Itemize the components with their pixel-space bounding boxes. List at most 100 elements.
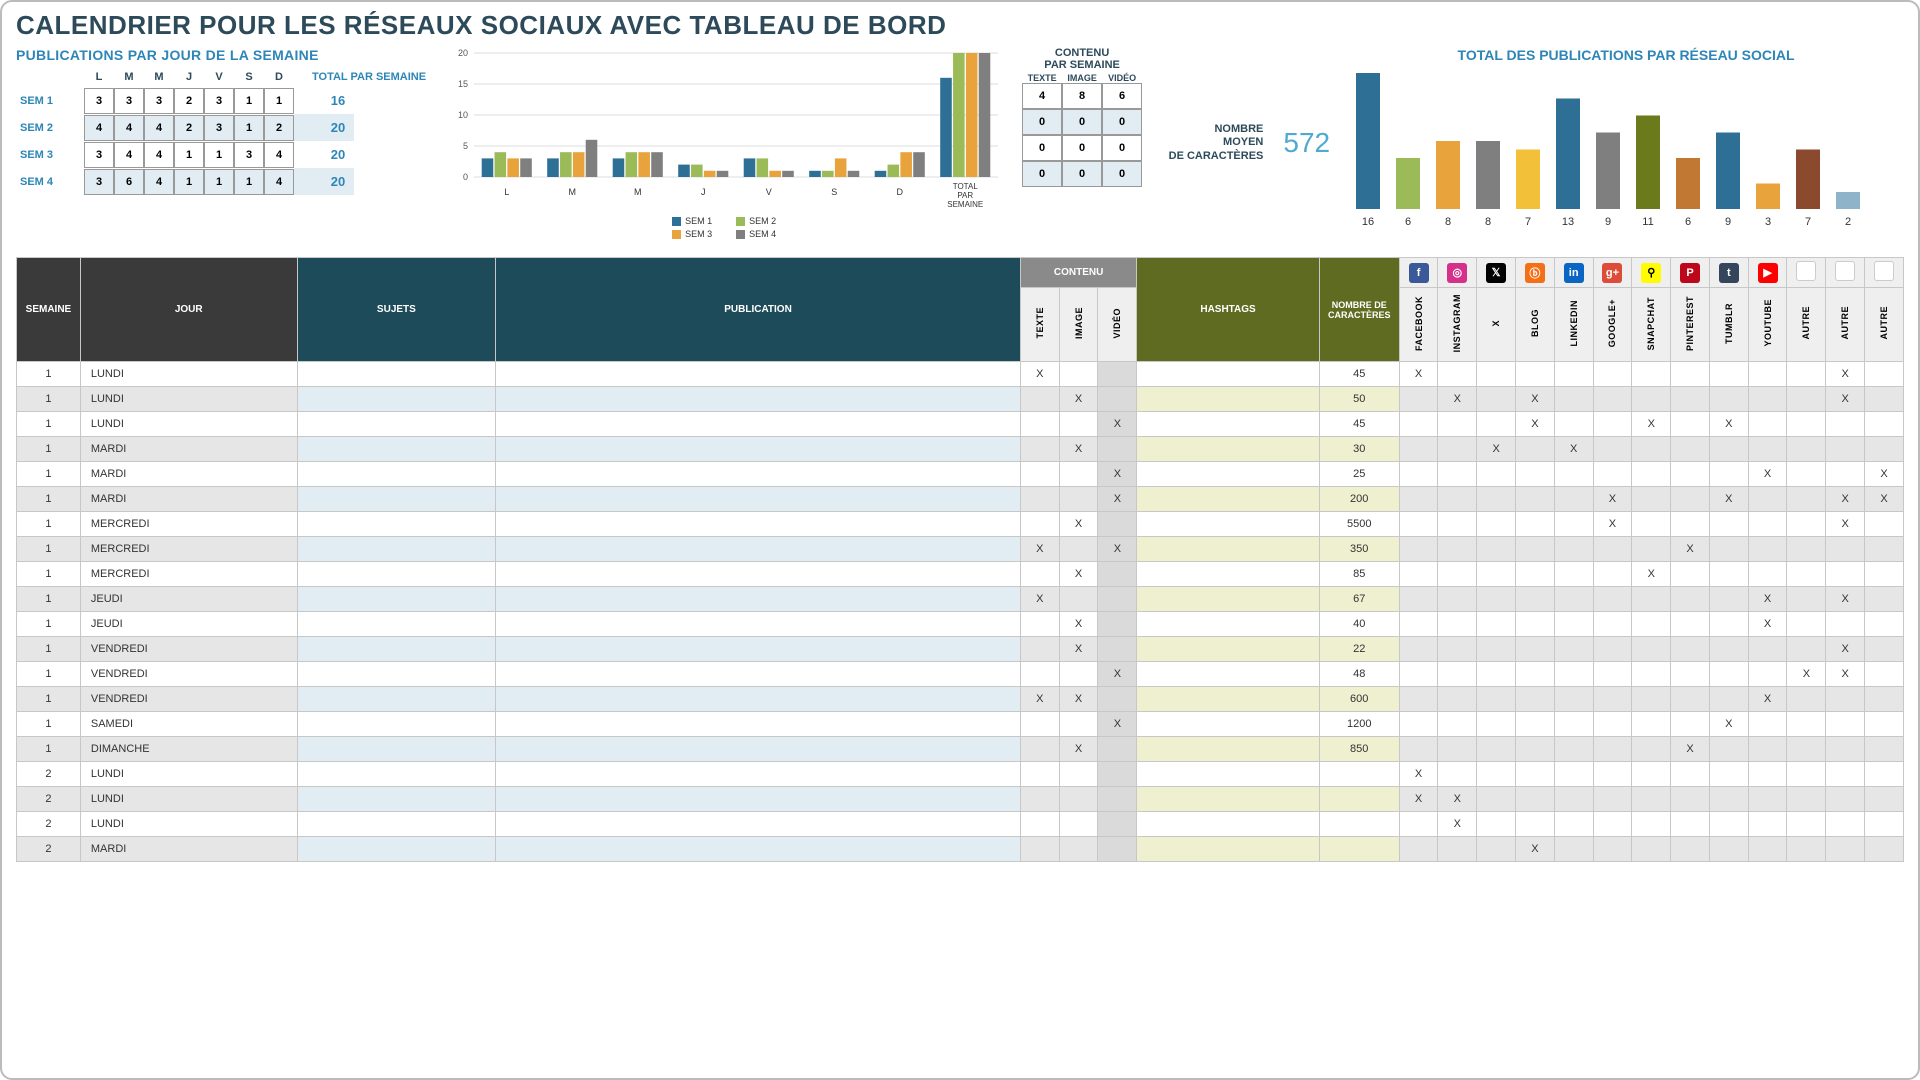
cell-publication[interactable]	[496, 637, 1021, 662]
cell-hashtags[interactable]	[1137, 637, 1320, 662]
cell-sem[interactable]: 1	[17, 362, 81, 387]
cell-sujets[interactable]	[297, 812, 496, 837]
cell-hashtags[interactable]	[1137, 462, 1320, 487]
cell-sem[interactable]: 1	[17, 487, 81, 512]
cell-nbc[interactable]	[1319, 837, 1399, 862]
cell-publication[interactable]	[496, 412, 1021, 437]
cell-hashtags[interactable]	[1137, 837, 1320, 862]
cell-hashtags[interactable]	[1137, 687, 1320, 712]
cell-sujets[interactable]	[297, 662, 496, 687]
cell-jour[interactable]: MARDI	[80, 462, 297, 487]
cell-jour[interactable]: LUNDI	[80, 762, 297, 787]
cell-publication[interactable]	[496, 612, 1021, 637]
cell-nbc[interactable]: 600	[1319, 687, 1399, 712]
cell-hashtags[interactable]	[1137, 512, 1320, 537]
cell-sujets[interactable]	[297, 637, 496, 662]
cell-sujets[interactable]	[297, 362, 496, 387]
cell-sujets[interactable]	[297, 562, 496, 587]
cell-publication[interactable]	[496, 812, 1021, 837]
cell-nbc[interactable]: 200	[1319, 487, 1399, 512]
cell-nbc[interactable]: 25	[1319, 462, 1399, 487]
cell-hashtags[interactable]	[1137, 762, 1320, 787]
cell-publication[interactable]	[496, 587, 1021, 612]
cell-jour[interactable]: LUNDI	[80, 387, 297, 412]
cell-sem[interactable]: 1	[17, 612, 81, 637]
cell-sujets[interactable]	[297, 437, 496, 462]
cell-sem[interactable]: 1	[17, 512, 81, 537]
cell-publication[interactable]	[496, 387, 1021, 412]
cell-nbc[interactable]: 1200	[1319, 712, 1399, 737]
cell-sem[interactable]: 1	[17, 387, 81, 412]
cell-sujets[interactable]	[297, 712, 496, 737]
cell-sem[interactable]: 1	[17, 662, 81, 687]
cell-jour[interactable]: SAMEDI	[80, 712, 297, 737]
cell-sujets[interactable]	[297, 587, 496, 612]
cell-sujets[interactable]	[297, 487, 496, 512]
cell-sem[interactable]: 1	[17, 562, 81, 587]
cell-sem[interactable]: 1	[17, 712, 81, 737]
cell-hashtags[interactable]	[1137, 412, 1320, 437]
cell-hashtags[interactable]	[1137, 712, 1320, 737]
cell-jour[interactable]: LUNDI	[80, 812, 297, 837]
cell-hashtags[interactable]	[1137, 387, 1320, 412]
cell-hashtags[interactable]	[1137, 662, 1320, 687]
cell-jour[interactable]: LUNDI	[80, 787, 297, 812]
cell-publication[interactable]	[496, 512, 1021, 537]
cell-sujets[interactable]	[297, 612, 496, 637]
cell-hashtags[interactable]	[1137, 812, 1320, 837]
cell-nbc[interactable]: 50	[1319, 387, 1399, 412]
cell-hashtags[interactable]	[1137, 537, 1320, 562]
cell-nbc[interactable]: 85	[1319, 562, 1399, 587]
cell-hashtags[interactable]	[1137, 562, 1320, 587]
cell-nbc[interactable]: 350	[1319, 537, 1399, 562]
cell-publication[interactable]	[496, 562, 1021, 587]
cell-sem[interactable]: 1	[17, 587, 81, 612]
cell-nbc[interactable]: 850	[1319, 737, 1399, 762]
cell-sujets[interactable]	[297, 762, 496, 787]
cell-publication[interactable]	[496, 487, 1021, 512]
cell-jour[interactable]: MERCREDI	[80, 512, 297, 537]
cell-nbc[interactable]: 48	[1319, 662, 1399, 687]
cell-sem[interactable]: 1	[17, 737, 81, 762]
cell-jour[interactable]: MERCREDI	[80, 537, 297, 562]
cell-jour[interactable]: MARDI	[80, 487, 297, 512]
cell-publication[interactable]	[496, 837, 1021, 862]
cell-sujets[interactable]	[297, 512, 496, 537]
cell-sujets[interactable]	[297, 387, 496, 412]
cell-sem[interactable]: 1	[17, 437, 81, 462]
cell-jour[interactable]: LUNDI	[80, 362, 297, 387]
cell-sujets[interactable]	[297, 412, 496, 437]
cell-publication[interactable]	[496, 687, 1021, 712]
cell-nbc[interactable]: 40	[1319, 612, 1399, 637]
cell-hashtags[interactable]	[1137, 587, 1320, 612]
cell-jour[interactable]: MARDI	[80, 437, 297, 462]
cell-sem[interactable]: 2	[17, 762, 81, 787]
cell-sem[interactable]: 2	[17, 812, 81, 837]
cell-jour[interactable]: DIMANCHE	[80, 737, 297, 762]
cell-hashtags[interactable]	[1137, 487, 1320, 512]
cell-publication[interactable]	[496, 437, 1021, 462]
cell-publication[interactable]	[496, 737, 1021, 762]
cell-jour[interactable]: JEUDI	[80, 587, 297, 612]
cell-hashtags[interactable]	[1137, 612, 1320, 637]
cell-jour[interactable]: VENDREDI	[80, 637, 297, 662]
cell-jour[interactable]: JEUDI	[80, 612, 297, 637]
cell-nbc[interactable]: 45	[1319, 412, 1399, 437]
cell-publication[interactable]	[496, 462, 1021, 487]
cell-nbc[interactable]	[1319, 812, 1399, 837]
cell-nbc[interactable]: 67	[1319, 587, 1399, 612]
cell-hashtags[interactable]	[1137, 737, 1320, 762]
cell-jour[interactable]: MERCREDI	[80, 562, 297, 587]
cell-sem[interactable]: 1	[17, 412, 81, 437]
cell-publication[interactable]	[496, 762, 1021, 787]
cell-jour[interactable]: MARDI	[80, 837, 297, 862]
cell-sem[interactable]: 1	[17, 462, 81, 487]
cell-nbc[interactable]: 5500	[1319, 512, 1399, 537]
cell-publication[interactable]	[496, 537, 1021, 562]
cell-sem[interactable]: 1	[17, 537, 81, 562]
cell-jour[interactable]: LUNDI	[80, 412, 297, 437]
cell-nbc[interactable]: 45	[1319, 362, 1399, 387]
cell-sujets[interactable]	[297, 787, 496, 812]
cell-sujets[interactable]	[297, 537, 496, 562]
cell-publication[interactable]	[496, 787, 1021, 812]
